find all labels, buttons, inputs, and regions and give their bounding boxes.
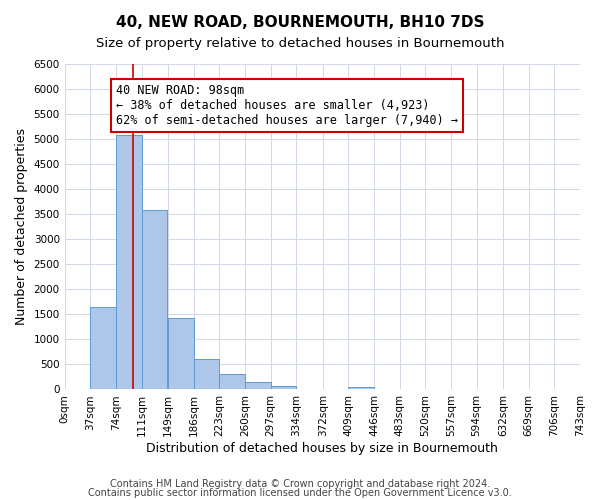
- Bar: [168, 318, 194, 390]
- Bar: [220, 374, 245, 390]
- Y-axis label: Number of detached properties: Number of detached properties: [15, 128, 28, 325]
- Bar: [91, 307, 116, 390]
- Bar: [349, 387, 374, 390]
- Text: Size of property relative to detached houses in Bournemouth: Size of property relative to detached ho…: [96, 38, 504, 51]
- Bar: [142, 210, 167, 390]
- Text: Contains public sector information licensed under the Open Government Licence v3: Contains public sector information licen…: [88, 488, 512, 498]
- Text: Contains HM Land Registry data © Crown copyright and database right 2024.: Contains HM Land Registry data © Crown c…: [110, 479, 490, 489]
- Text: 40 NEW ROAD: 98sqm
← 38% of detached houses are smaller (4,923)
62% of semi-deta: 40 NEW ROAD: 98sqm ← 38% of detached hou…: [116, 84, 458, 127]
- Bar: [245, 382, 271, 390]
- Bar: [271, 386, 296, 390]
- Text: 40, NEW ROAD, BOURNEMOUTH, BH10 7DS: 40, NEW ROAD, BOURNEMOUTH, BH10 7DS: [116, 15, 484, 30]
- Bar: [116, 135, 142, 390]
- Bar: [194, 359, 220, 390]
- X-axis label: Distribution of detached houses by size in Bournemouth: Distribution of detached houses by size …: [146, 442, 498, 455]
